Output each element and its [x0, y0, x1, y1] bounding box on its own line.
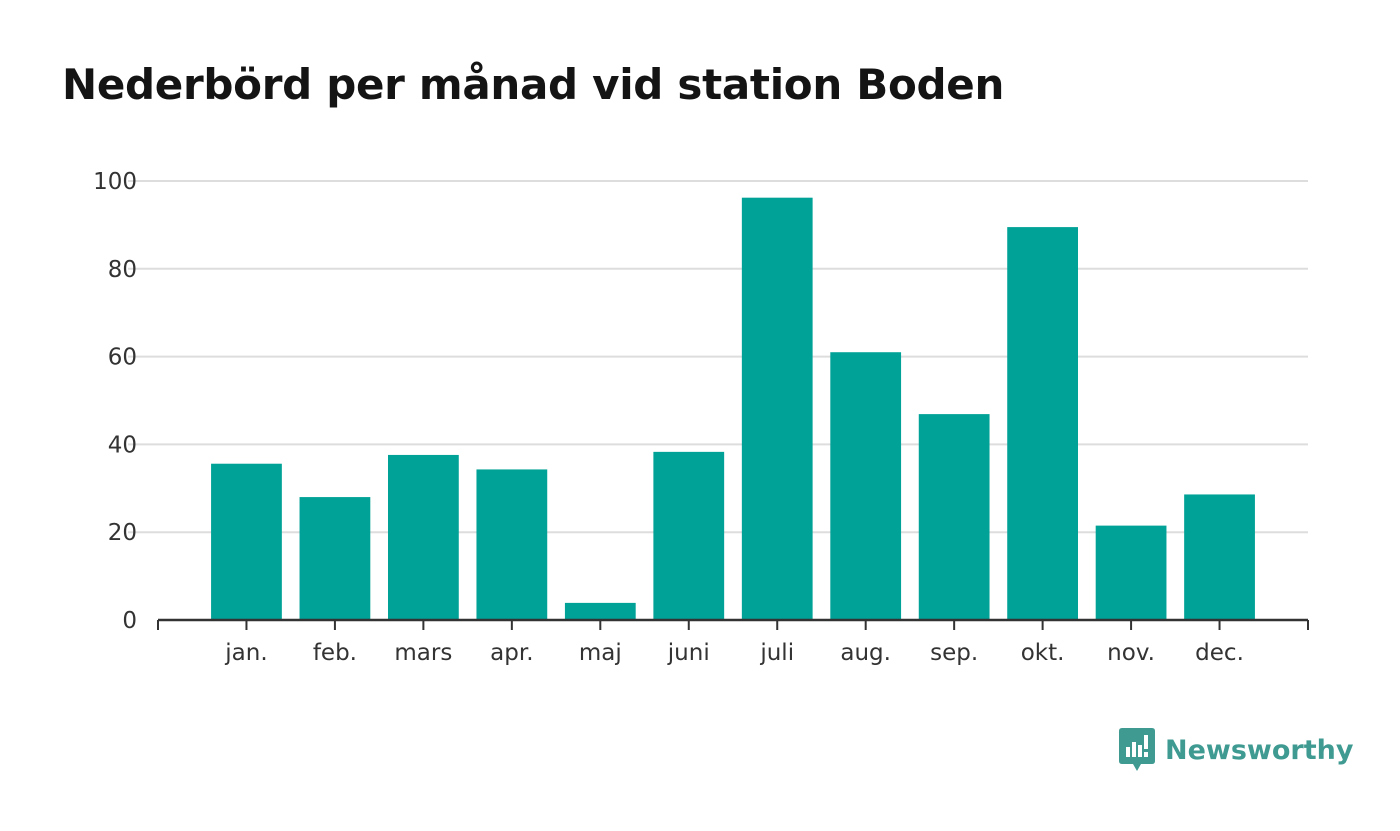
bar	[388, 454, 459, 620]
x-tick-label: juli	[759, 640, 794, 666]
bars	[211, 197, 1255, 620]
newsworthy-logo-icon	[1119, 728, 1155, 771]
x-tick-label: juni	[667, 640, 710, 666]
bar-chart: 0 20 40 60 80 100 jan. feb. mars apr. maj juni juli…	[93, 169, 1309, 666]
x-tick-label: apr.	[490, 640, 533, 666]
bar	[476, 469, 548, 620]
x-tick-label: sep.	[930, 640, 978, 666]
bar	[211, 463, 282, 620]
brand-name: Newsworthy	[1165, 734, 1354, 766]
x-axis-tick-labels: jan. feb. mars apr. maj juni juli aug. sep. okt. n…	[224, 640, 1244, 666]
bar	[918, 414, 990, 620]
bar	[830, 352, 902, 620]
bar	[1184, 494, 1255, 620]
x-tick-label: jan.	[224, 640, 267, 666]
newsworthy-brand: Newsworthy	[1119, 727, 1353, 773]
y-tick-label: 60	[108, 345, 137, 371]
y-tick-label: 0	[122, 608, 137, 634]
bar	[741, 197, 813, 620]
y-tick-label: 20	[108, 520, 137, 546]
x-tick-label: feb.	[313, 640, 357, 666]
bar	[299, 497, 371, 620]
x-tick-label: nov.	[1107, 640, 1155, 666]
x-tick-label: maj	[579, 640, 622, 666]
y-axis-tick-labels: 0 20 40 60 80 100	[93, 169, 137, 634]
y-tick-label: 80	[108, 257, 137, 283]
x-tick-label: aug.	[840, 640, 891, 666]
x-tick-label: dec.	[1195, 640, 1244, 666]
x-tick-label: okt.	[1021, 640, 1065, 666]
bar	[564, 602, 636, 620]
bar	[1007, 227, 1078, 620]
bar	[653, 451, 725, 620]
chart-title: Nederbörd per månad vid station Boden	[62, 60, 1005, 109]
y-tick-label: 100	[93, 169, 137, 195]
x-tick-label: mars	[394, 640, 452, 666]
bar	[1095, 525, 1167, 620]
y-tick-label: 40	[108, 432, 137, 458]
x-axis	[157, 618, 1309, 630]
